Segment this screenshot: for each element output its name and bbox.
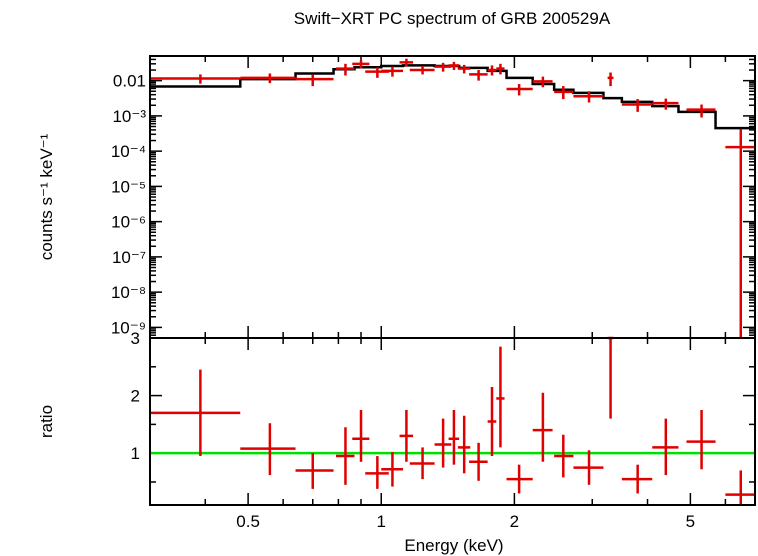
ratio-data-point — [469, 442, 488, 481]
ratio-data-point — [573, 450, 604, 485]
spectrum-ticks — [149, 55, 756, 339]
spectrum-data-point — [652, 98, 679, 110]
spectrum-data-point — [496, 63, 505, 75]
ratio-data-point — [506, 464, 533, 494]
ratio-data-point — [686, 409, 716, 470]
spectrum-data-point — [352, 60, 370, 69]
x-tick-labels: 0.5 1 2 5 — [236, 512, 695, 531]
spectrum-data-point — [150, 74, 241, 84]
spectrum-y-tick-label: 10⁻³ — [112, 107, 146, 126]
ratio-data-point — [652, 418, 679, 476]
ratio-data-point — [496, 346, 505, 448]
ratio-data-point — [399, 409, 414, 462]
spectrum-data-point — [240, 73, 296, 84]
spectrum-data-point — [409, 66, 435, 75]
spectrum-y-tick-label: 10⁻⁹ — [111, 318, 146, 337]
ratio-data-point — [352, 409, 370, 462]
spectrum-data-point — [532, 76, 553, 88]
spectrum-y-tick-label: 0.01 — [113, 72, 146, 91]
spectrum-y-axis-label: counts s⁻¹ keV⁻¹ — [37, 133, 56, 260]
ratio-y-tick-label: 3 — [131, 329, 140, 348]
ratio-data-points — [150, 336, 755, 505]
ratio-y-axis-label: ratio — [37, 405, 56, 438]
spectrum-model — [150, 64, 755, 130]
spectrum-y-tick-label: 10⁻⁶ — [111, 213, 146, 232]
ratio-data-point — [240, 423, 296, 476]
spectrum-data-point — [621, 99, 653, 112]
spectrum-data-point — [686, 104, 716, 118]
ratio-tick-labels: 1 2 3 — [131, 329, 140, 463]
spectrum-y-tick-label: 10⁻⁵ — [111, 177, 146, 196]
spectrum-data-points — [150, 58, 755, 338]
chart-title: Swift−XRT PC spectrum of GRB 200529A — [294, 9, 611, 28]
spectrum-y-tick-label: 10⁻⁴ — [111, 142, 146, 161]
spectrum-data-point — [573, 91, 604, 103]
spectrum-y-tick-label: 10⁻⁷ — [112, 248, 146, 267]
ratio-data-point — [434, 418, 452, 468]
spectrum-data-point — [381, 66, 404, 77]
ratio-data-point — [381, 452, 404, 487]
ratio-data-point — [532, 392, 553, 462]
spectrum-data-point — [506, 84, 533, 96]
ratio-data-point — [409, 447, 435, 480]
spectrum-frame — [149, 55, 756, 339]
x-tick-label: 5 — [686, 512, 695, 531]
ratio-y-tick-label: 2 — [131, 387, 140, 406]
spectrum-data-point — [365, 67, 389, 78]
ratio-data-point — [487, 386, 497, 457]
ratio-data-point — [621, 464, 653, 494]
spectrum-y-tick-label: 10⁻⁸ — [111, 283, 146, 302]
spectrum-data-point — [295, 74, 334, 87]
spectrum-data-point — [457, 64, 471, 74]
spectrum-data-point — [434, 62, 452, 72]
spectrum-panel: 0.01 10⁻³ 10⁻⁴ 10⁻⁵ 10⁻⁶ 10⁻⁷ 10⁻⁸ 10⁻⁹ counts … — [37, 55, 756, 339]
ratio-data-point — [554, 434, 574, 478]
ratio-y-tick-label: 1 — [131, 444, 140, 463]
spectrum-data-point — [487, 65, 497, 76]
spectrum-data-point — [335, 63, 355, 76]
x-axis-label: Energy (keV) — [404, 536, 503, 555]
ratio-frame — [149, 337, 756, 506]
x-tick-label: 1 — [377, 512, 386, 531]
spectrum-data-point — [399, 58, 414, 67]
ratio-data-point — [448, 409, 460, 465]
model-step-line — [150, 64, 755, 130]
x-tick-label: 2 — [510, 512, 519, 531]
spectrum-data-point — [607, 72, 614, 87]
ratio-ticks — [149, 337, 756, 505]
spectrum-data-point — [554, 86, 574, 100]
ratio-data-point — [150, 369, 241, 457]
ratio-data-point — [335, 427, 355, 485]
spectrum-data-point — [725, 129, 755, 338]
ratio-data-point — [607, 336, 614, 419]
ratio-data-point — [725, 470, 755, 505]
x-tick-label: 0.5 — [236, 512, 260, 531]
spectrum-data-point — [469, 70, 488, 81]
spectrum-data-point — [448, 61, 460, 71]
spectrum-tick-labels: 0.01 10⁻³ 10⁻⁴ 10⁻⁵ 10⁻⁶ 10⁻⁷ 10⁻⁸ 10⁻⁹ — [111, 72, 147, 338]
ratio-data-point — [295, 453, 334, 489]
ratio-data-point — [457, 415, 471, 474]
ratio-data-point — [365, 456, 389, 489]
ratio-panel: 1 2 3 ratio — [37, 329, 756, 506]
